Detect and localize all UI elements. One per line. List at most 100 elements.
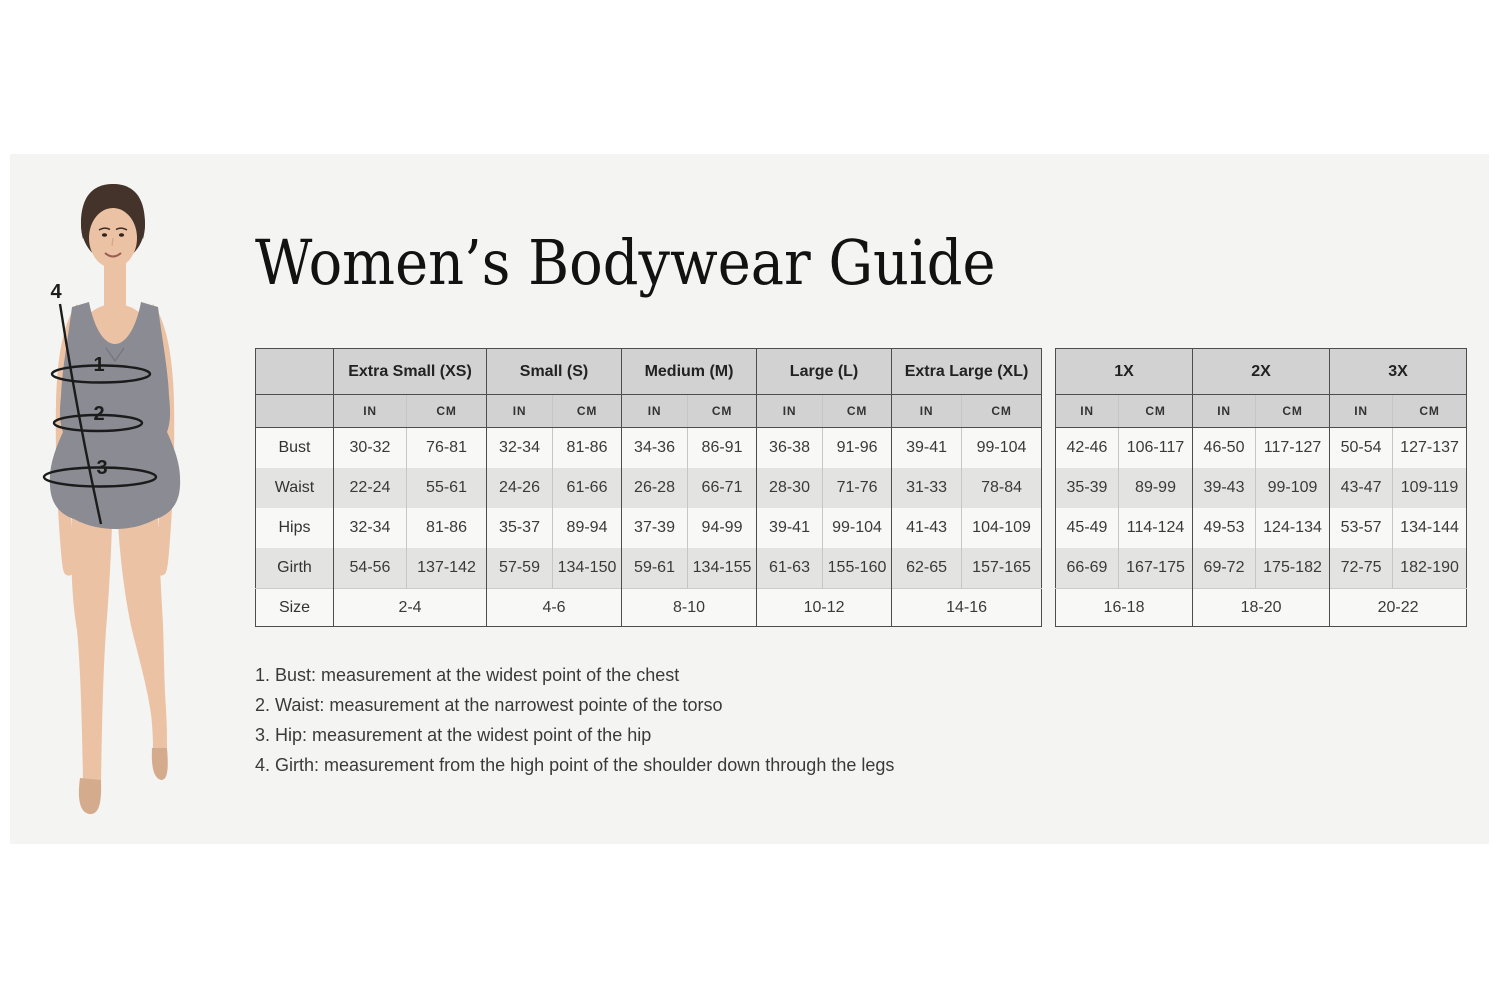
unit-header-in: IN bbox=[1329, 394, 1393, 428]
group-header-2x: 2X bbox=[1192, 348, 1330, 395]
measurement-cell: 89-99 bbox=[1117, 468, 1193, 508]
measurement-cell: 49-53 bbox=[1192, 508, 1256, 548]
measurement-cell: 81-86 bbox=[405, 508, 487, 548]
model-figure: 1 2 3 4 bbox=[25, 154, 245, 844]
size-row: Size 2-4 4-6 8-10 10-12 14-16 bbox=[255, 588, 1042, 627]
measurement-cell: 99-104 bbox=[822, 508, 892, 548]
nose bbox=[111, 237, 114, 247]
unit-header-in: IN bbox=[756, 394, 823, 428]
measurement-cell: 94-99 bbox=[687, 508, 757, 548]
unit-header-in: IN bbox=[1192, 394, 1256, 428]
right-eye bbox=[118, 233, 125, 237]
size-row: 16-18 18-20 20-22 bbox=[1055, 588, 1467, 627]
unit-header-cm: CM bbox=[1255, 394, 1330, 428]
footnote-hip: 3. Hip: measurement at the widest point … bbox=[255, 725, 652, 745]
footnote-bust: 1. Bust: measurement at the widest point… bbox=[255, 665, 680, 685]
measurement-cell: 61-63 bbox=[756, 548, 823, 589]
measurement-cell: 81-86 bbox=[552, 427, 622, 468]
footnote-girth: 4. Girth: measurement from the high poin… bbox=[255, 755, 895, 775]
measurement-cell: 39-41 bbox=[891, 427, 962, 468]
corner-cell bbox=[255, 348, 334, 395]
measurement-cell: 35-39 bbox=[1055, 468, 1119, 508]
row-label: Girth bbox=[255, 548, 334, 589]
model-figure-svg: 1 2 3 4 bbox=[42, 184, 181, 815]
bust-marker-label: 1 bbox=[93, 354, 104, 376]
size-value-cell: 8-10 bbox=[621, 588, 757, 627]
units-header-row: IN CM IN CM IN CM bbox=[1055, 394, 1467, 428]
measurement-cell: 76-81 bbox=[405, 427, 487, 468]
bust-measure-ellipse bbox=[50, 364, 152, 384]
size-group-header-row: Extra Small (XS) Small (S) Medium (M) La… bbox=[255, 348, 1042, 395]
hip-marker-label: 3 bbox=[96, 457, 107, 479]
girth-marker-label: 4 bbox=[50, 281, 62, 303]
group-header-1x: 1X bbox=[1055, 348, 1193, 395]
smile bbox=[104, 252, 122, 258]
measurement-cell: 55-61 bbox=[405, 468, 487, 508]
measurement-cell: 50-54 bbox=[1329, 427, 1393, 468]
hips-row: Hips 32-34 81-86 35-37 89-94 37-39 94-99… bbox=[256, 508, 1042, 548]
size-value-cell: 18-20 bbox=[1192, 588, 1330, 627]
group-header-xs: Extra Small (XS) bbox=[332, 348, 487, 395]
unit-header-in: IN bbox=[891, 394, 962, 428]
measurement-cell: 99-104 bbox=[961, 427, 1042, 468]
measurement-cell: 53-57 bbox=[1329, 508, 1393, 548]
measurement-cell: 69-72 bbox=[1192, 548, 1256, 589]
group-header-m: Medium (M) bbox=[621, 348, 757, 395]
leotard-stitch bbox=[105, 347, 125, 363]
measurement-cell: 22-24 bbox=[333, 468, 407, 508]
measurement-cell: 31-33 bbox=[891, 468, 962, 508]
unit-header-in: IN bbox=[333, 394, 407, 428]
page-title: Women’s Bodywear Guide bbox=[255, 226, 996, 299]
measurement-cell: 175-182 bbox=[1255, 548, 1330, 589]
measurement-cell: 32-34 bbox=[486, 427, 553, 468]
measurement-cell: 134-155 bbox=[687, 548, 757, 589]
hip-measure-ellipse bbox=[42, 466, 158, 488]
left-leg bbox=[71, 512, 112, 782]
measurement-cell: 41-43 bbox=[891, 508, 962, 548]
row-label: Bust bbox=[278, 439, 311, 456]
bust-row: Bust 30-32 76-81 32-34 81-86 34-36 86-91… bbox=[256, 427, 1042, 468]
measurement-cell: 134-144 bbox=[1392, 508, 1467, 548]
measurement-cell: 43-47 bbox=[1329, 468, 1393, 508]
unit-header-cm: CM bbox=[552, 394, 622, 428]
size-value-cell: 4-6 bbox=[486, 588, 622, 627]
measurement-cell: 182-190 bbox=[1392, 548, 1467, 589]
row-label: Hips bbox=[278, 519, 311, 536]
size-group-header-row: 1X 2X 3X bbox=[1055, 348, 1467, 395]
measurement-cell: 99-109 bbox=[1255, 468, 1330, 508]
unit-header-in: IN bbox=[486, 394, 553, 428]
measurement-cell: 134-150 bbox=[552, 548, 622, 589]
measurement-cell: 28-30 bbox=[756, 468, 823, 508]
measurement-cell: 39-43 bbox=[1192, 468, 1256, 508]
measurement-cell: 78-84 bbox=[961, 468, 1042, 508]
measurement-cell: 71-76 bbox=[822, 468, 892, 508]
measurement-cell: 59-61 bbox=[621, 548, 688, 589]
footnote-waist: 2. Waist: measurement at the narrowest p… bbox=[255, 695, 723, 715]
unit-header-cm: CM bbox=[1392, 394, 1467, 428]
bust-row: 42-46 106-117 46-50 117-127 50-54 127-13… bbox=[1056, 427, 1467, 468]
right-slipper bbox=[151, 748, 168, 780]
measurement-cell: 61-66 bbox=[552, 468, 622, 508]
hips-row: 45-49 114-124 49-53 124-134 53-57 134-14… bbox=[1056, 508, 1467, 548]
size-value-cell: 2-4 bbox=[332, 588, 487, 627]
waist-marker-label: 2 bbox=[93, 403, 104, 425]
size-value-cell: 14-16 bbox=[891, 588, 1042, 627]
row-label: Waist bbox=[255, 468, 334, 508]
size-guide-panel: 1 2 3 4 Women’s Bodywear Guide Extra Sma… bbox=[10, 154, 1489, 844]
girth-measure-line bbox=[58, 303, 103, 525]
plus-size-table: 1X 2X 3X IN CM IN CM IN CM 42-46 106-117… bbox=[1055, 348, 1468, 627]
measurement-cell: 157-165 bbox=[961, 548, 1042, 589]
measurement-cell: 66-69 bbox=[1055, 548, 1119, 589]
measurement-cell: 37-39 bbox=[621, 508, 688, 548]
measurement-cell: 39-41 bbox=[756, 508, 823, 548]
left-slipper bbox=[78, 778, 102, 815]
measurement-cell: 137-142 bbox=[405, 548, 487, 589]
unit-header-cm: CM bbox=[961, 394, 1042, 428]
measurement-cell: 34-36 bbox=[621, 427, 688, 468]
measurement-cell: 104-109 bbox=[961, 508, 1042, 548]
measurement-cell: 32-34 bbox=[333, 508, 407, 548]
unit-header-cm: CM bbox=[822, 394, 892, 428]
right-eyebrow bbox=[115, 227, 128, 231]
measurement-cell: 45-49 bbox=[1066, 519, 1108, 536]
group-header-l: Large (L) bbox=[756, 348, 892, 395]
